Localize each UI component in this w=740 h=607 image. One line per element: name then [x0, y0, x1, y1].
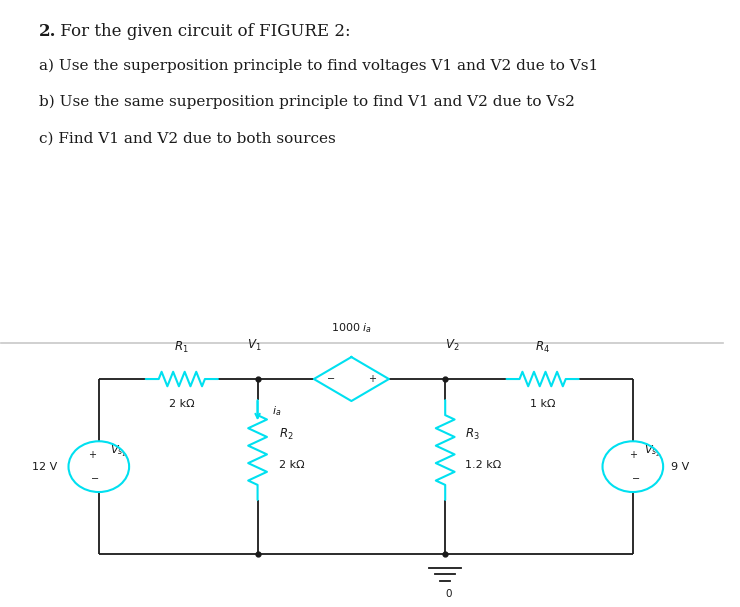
Text: 0: 0	[445, 589, 452, 599]
Text: 1.2 kΩ: 1.2 kΩ	[465, 460, 502, 470]
Text: 12 V: 12 V	[32, 462, 57, 472]
Text: 2 kΩ: 2 kΩ	[169, 399, 195, 409]
Text: 1 kΩ: 1 kΩ	[530, 399, 556, 409]
Text: −: −	[327, 374, 335, 384]
Text: $R_3$: $R_3$	[465, 427, 480, 443]
Text: −: −	[633, 473, 641, 484]
Text: $i_a$: $i_a$	[272, 404, 281, 418]
Text: +: +	[87, 450, 95, 459]
Text: +: +	[629, 450, 637, 459]
Text: −: −	[91, 473, 99, 484]
Text: $R_4$: $R_4$	[535, 340, 550, 355]
Text: $R_2$: $R_2$	[279, 427, 294, 443]
Text: 9 V: 9 V	[670, 462, 689, 472]
Text: $V_2$: $V_2$	[445, 338, 460, 353]
Text: 1000 $i_a$: 1000 $i_a$	[331, 320, 372, 334]
Text: c) Find V1 and V2 due to both sources: c) Find V1 and V2 due to both sources	[39, 131, 336, 145]
Text: +: +	[368, 374, 376, 384]
Text: For the given circuit of FIGURE 2:: For the given circuit of FIGURE 2:	[55, 22, 351, 39]
Text: $R_1$: $R_1$	[175, 340, 189, 355]
Text: b) Use the same superposition principle to find V1 and V2 due to Vs2: b) Use the same superposition principle …	[39, 95, 575, 109]
Text: a) Use the superposition principle to find voltages V1 and V2 due to Vs1: a) Use the superposition principle to fi…	[39, 59, 598, 73]
Text: $V_{s_1}$: $V_{s_1}$	[110, 444, 127, 459]
Text: $V_1$: $V_1$	[246, 338, 261, 353]
Text: 2.: 2.	[39, 22, 56, 39]
Text: 2 kΩ: 2 kΩ	[279, 460, 305, 470]
Text: $V_{s_2}$: $V_{s_2}$	[644, 444, 660, 459]
